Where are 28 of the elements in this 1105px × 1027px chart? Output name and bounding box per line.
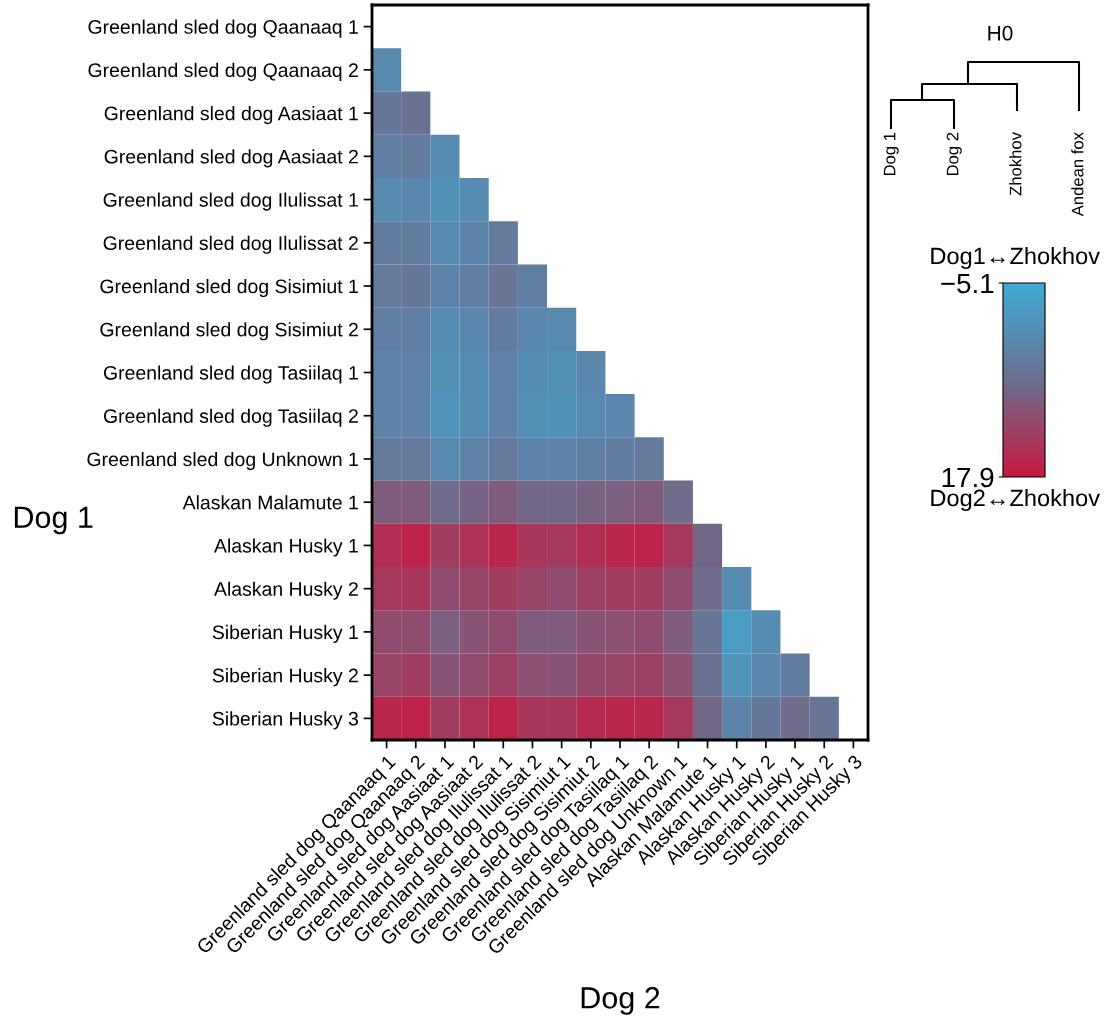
y-tick-label: Greenland sled dog Qaanaaq 1 [88, 19, 358, 38]
y-tick-label: Greenland sled dog Tasiilaq 2 [103, 408, 358, 427]
y-tick-label: Siberian Husky 2 [212, 668, 358, 687]
y-tick-label: Greenland sled dog Aasiaat 1 [104, 106, 358, 125]
y-tick-label: Greenland sled dog Unknown 1 [87, 451, 358, 471]
y-tick-label: Greenland sled dog Qaanaaq 2 [88, 62, 358, 81]
color-bar-label: 17.9 [942, 467, 994, 488]
text: Dog 2 [946, 132, 962, 176]
y-tick-label: Siberian Husky 3 [212, 711, 358, 730]
y-tick-label: Alaskan Malamute 1 [182, 495, 358, 510]
y-tick-label: Alaskan Husky 2 [214, 581, 358, 600]
text: Dog 1 [883, 132, 899, 176]
y-axis-title: Dog 1 [14, 506, 93, 535]
y-tick-label: Greenland sled dog Aasiaat 2 [104, 149, 358, 168]
text: Zhokhov [1009, 132, 1022, 196]
y-tick-label: Siberian Husky 1 [212, 624, 358, 643]
text: Dog1↔Zhokhov [931, 247, 1100, 270]
y-tick-label: Alaskan Husky 1 [214, 538, 358, 557]
text: Dog2↔Zhokhov [931, 488, 1100, 511]
y-tick-label: Greenland sled dog Ilulissat 1 [103, 192, 358, 211]
y-tick-label: Greenland sled dog Sisimiut 2 [100, 322, 358, 341]
color-bar-label: −5.1 [941, 273, 994, 294]
x-axis-title: Dog 2 [581, 987, 660, 1015]
y-tick-label: Greenland sled dog Tasiilaq 1 [103, 365, 358, 384]
y-tick-label: Greenland sled dog Sisimiut 1 [100, 278, 358, 298]
text: H0 [988, 25, 1013, 41]
y-tick-label: Greenland sled dog Ilulissat 2 [103, 235, 358, 254]
text: Andean fox [1071, 132, 1084, 217]
